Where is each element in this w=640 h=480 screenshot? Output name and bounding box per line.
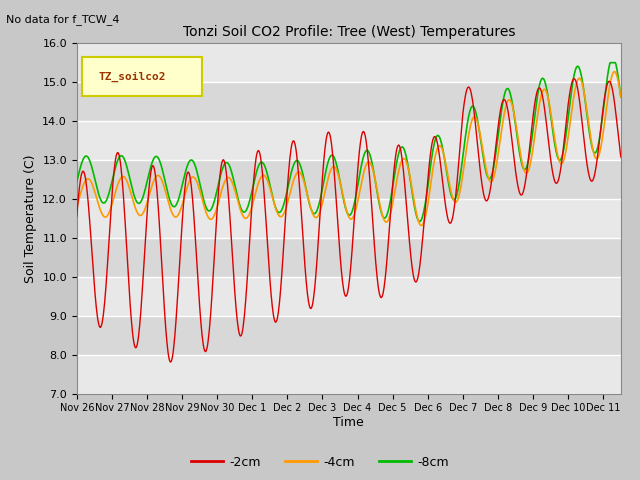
Bar — [77, 160, 621, 199]
Bar — [77, 121, 621, 160]
Text: TZ_soilco2: TZ_soilco2 — [99, 72, 166, 82]
Bar — [77, 355, 621, 394]
Legend: -2cm, -4cm, -8cm: -2cm, -4cm, -8cm — [186, 451, 454, 474]
X-axis label: Time: Time — [333, 416, 364, 429]
Bar — [77, 316, 621, 355]
Bar — [77, 277, 621, 316]
FancyBboxPatch shape — [82, 57, 202, 96]
Bar — [77, 238, 621, 277]
Text: No data for f_TCW_4: No data for f_TCW_4 — [6, 14, 120, 25]
Title: Tonzi Soil CO2 Profile: Tree (West) Temperatures: Tonzi Soil CO2 Profile: Tree (West) Temp… — [182, 25, 515, 39]
Bar — [77, 43, 621, 82]
Bar — [77, 199, 621, 238]
Bar — [77, 82, 621, 121]
Y-axis label: Soil Temperature (C): Soil Temperature (C) — [24, 154, 36, 283]
